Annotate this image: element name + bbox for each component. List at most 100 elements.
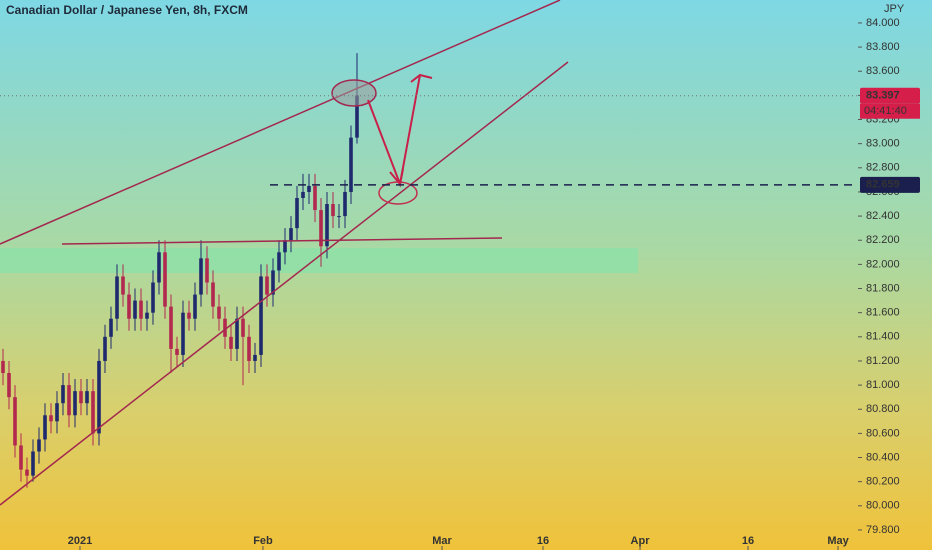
candle-body <box>91 391 95 434</box>
candle-body <box>1 360 5 374</box>
currency-label: JPY <box>884 3 905 15</box>
x-tick-label: 16 <box>537 535 549 547</box>
x-tick-label: 16 <box>742 535 754 547</box>
trend-line <box>61 237 503 245</box>
support-zone <box>0 248 638 273</box>
candle-body <box>13 397 17 446</box>
y-tick-label: 82.000 <box>866 258 900 270</box>
x-tick-label: Apr <box>631 535 651 547</box>
x-tick-label: Mar <box>432 535 452 547</box>
y-tick-label: 83.000 <box>866 138 900 150</box>
candle-body <box>151 282 155 313</box>
y-tick-label: 81.000 <box>866 379 900 391</box>
candle-body <box>31 451 35 476</box>
candle-body <box>145 312 149 319</box>
candle-body <box>49 415 53 422</box>
y-tick-label: 79.800 <box>866 524 900 536</box>
candle-body <box>67 385 71 416</box>
plot <box>1 53 359 488</box>
candle-body <box>307 185 311 192</box>
candle-body <box>115 276 119 319</box>
y-tick-label: 81.400 <box>866 331 900 343</box>
candle-body <box>55 403 59 422</box>
countdown-label: 04:41:40 <box>864 105 907 117</box>
y-tick-label: 81.600 <box>866 307 900 319</box>
y-tick-label: 82.400 <box>866 210 900 222</box>
arrowhead <box>389 73 433 187</box>
candle-body <box>109 318 113 337</box>
y-tick-label: 80.800 <box>866 403 900 415</box>
candle-body <box>241 318 245 337</box>
candle-body <box>343 191 347 217</box>
candle-body <box>79 391 83 404</box>
candle-body <box>163 252 167 307</box>
candle-body <box>211 282 215 307</box>
candle-body <box>289 228 293 241</box>
chart-title: Canadian Dollar / Japanese Yen, 8h, FXCM <box>6 3 248 17</box>
candle-body <box>121 276 125 295</box>
candle-body <box>223 318 227 337</box>
y-tick-label: 81.200 <box>866 355 900 367</box>
x-tick-label: 2021 <box>68 535 92 547</box>
candle-body <box>355 95 359 138</box>
y-tick-label: 83.600 <box>866 65 900 77</box>
last-price-tag <box>860 87 920 104</box>
candle-body <box>97 360 101 434</box>
candle-body <box>235 318 239 349</box>
y-tick-label: 83.800 <box>866 41 900 53</box>
candle-body <box>61 385 65 404</box>
candle-body <box>193 294 197 319</box>
marked-level-tag <box>860 176 920 193</box>
candle-body <box>283 240 287 253</box>
y-tick-label: 84.000 <box>866 17 900 29</box>
candle-body <box>7 373 11 398</box>
y-tick-label: 80.000 <box>866 500 900 512</box>
candle-body <box>295 197 299 229</box>
y-tick-label: 80.600 <box>866 427 900 439</box>
candle-body <box>325 204 329 247</box>
candle-body <box>229 336 233 349</box>
candle-body <box>217 306 221 319</box>
countdown-tag <box>860 103 920 119</box>
trend-line <box>0 0 561 245</box>
annotations <box>0 0 569 506</box>
candle-body <box>85 391 89 404</box>
candle-body <box>277 252 281 271</box>
candle-body <box>253 354 257 361</box>
candle-body <box>43 415 47 440</box>
candle-body <box>157 252 161 283</box>
last-price-label: 83.397 <box>866 90 900 102</box>
candle-body <box>175 348 179 355</box>
candle-body <box>73 391 77 416</box>
y-tick-label: 80.400 <box>866 451 900 463</box>
trend-line <box>0 61 569 506</box>
candle-body <box>19 445 23 470</box>
candle-body <box>127 294 131 319</box>
candle-body <box>313 185 317 211</box>
candle-body <box>337 216 341 218</box>
candle-body <box>199 258 203 295</box>
candle-body <box>301 191 305 198</box>
candle-body <box>319 210 323 247</box>
candle-body <box>271 270 275 295</box>
y-tick-label: 81.800 <box>866 282 900 294</box>
x-tick-label: Feb <box>253 535 273 547</box>
candle-body <box>169 306 173 349</box>
marked-level-label: 82.659 <box>866 179 900 191</box>
y-tick-label: 82.200 <box>866 234 900 246</box>
candle-body <box>187 312 191 319</box>
candle-body <box>181 312 185 355</box>
candle-body <box>205 258 209 283</box>
candle-body <box>259 276 263 355</box>
y-tick-label: 82.800 <box>866 162 900 174</box>
candle-body <box>331 204 335 217</box>
x-tick-label: May <box>827 535 849 547</box>
y-tick-label: 80.200 <box>866 476 900 488</box>
candle-body <box>133 300 137 319</box>
candle-body <box>103 336 107 361</box>
highlight-ellipse <box>331 79 377 107</box>
candle-body <box>265 276 269 295</box>
candle-body <box>37 439 41 452</box>
